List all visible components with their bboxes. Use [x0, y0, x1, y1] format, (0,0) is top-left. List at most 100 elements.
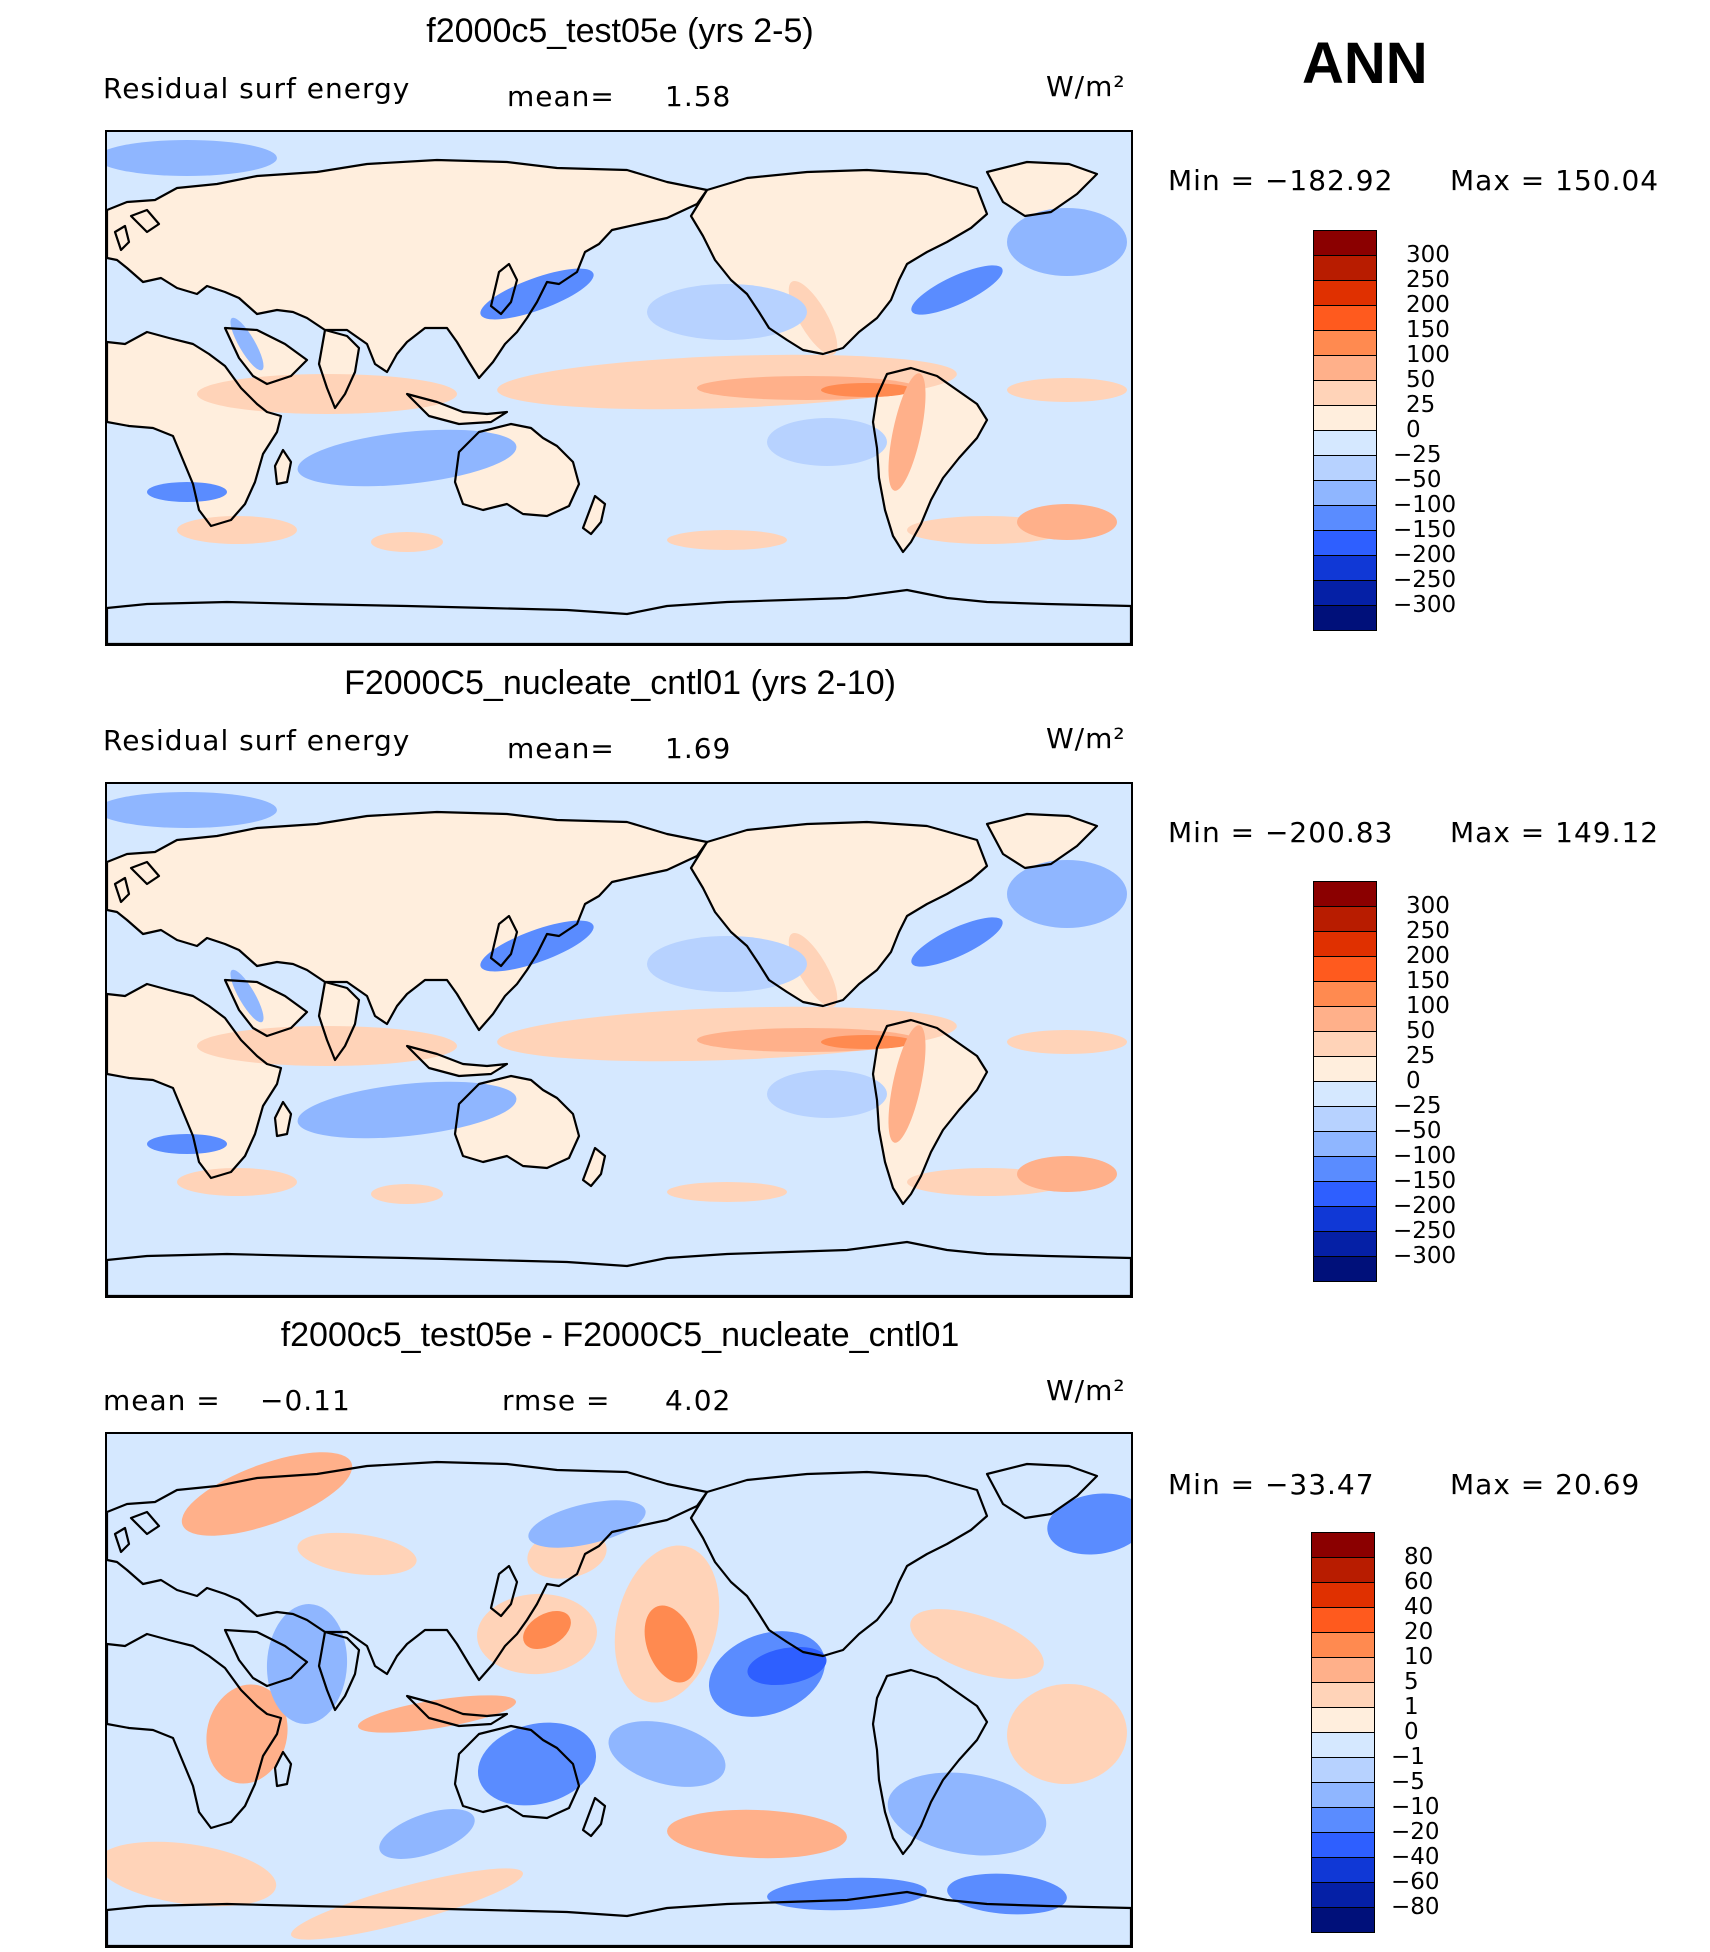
- colorbar-tick-label: 25: [1406, 1043, 1436, 1069]
- southern-warm-1: [177, 516, 297, 544]
- diff-negative-region: [608, 1721, 726, 1787]
- colorbar-swatch: [1313, 931, 1377, 957]
- panel1-max: Max = 150.04: [1450, 164, 1660, 197]
- coastline-nz: [581, 494, 607, 536]
- colorbar-swatch: [1313, 480, 1377, 506]
- colorbar-swatch: [1313, 355, 1377, 381]
- colorbar-swatch: [1313, 580, 1377, 606]
- sub-pac-cold: [767, 1070, 887, 1118]
- tropical-band-atlantic: [1007, 1030, 1127, 1054]
- coastline-indonesia: [405, 1044, 509, 1078]
- colorbar-swatch: [1311, 1757, 1375, 1783]
- land-fill-nz: [583, 496, 605, 534]
- panel2-mean-label: mean=: [507, 732, 615, 765]
- tropical-core-east: [821, 1035, 913, 1049]
- panel3-title: f2000c5_test05e - F2000C5_nucleate_cntl0…: [280, 1316, 960, 1354]
- diff-negative-core: [747, 1646, 827, 1686]
- coastline-australia: [453, 1724, 581, 1820]
- diff-negative-region: [379, 1809, 475, 1859]
- colorbar-swatch: [1313, 1206, 1377, 1232]
- coastline-madagascar: [273, 448, 293, 486]
- coastline-japan: [489, 262, 519, 316]
- colorbar-tick-label: −80: [1391, 1894, 1440, 1920]
- colorbar-tick-label: 300: [1406, 242, 1450, 268]
- tropical-band-indian: [197, 374, 457, 414]
- panel1-map-svg: [107, 132, 1131, 644]
- south-indian-cold: [297, 429, 517, 487]
- calif-coast: [788, 932, 838, 1008]
- colorbar-tick-label: 50: [1406, 367, 1436, 393]
- land-fill-greenland: [987, 814, 1097, 868]
- diff-positive-core: [523, 1611, 571, 1649]
- colorbar-tick-label: −50: [1393, 467, 1442, 493]
- north-pac-cold: [647, 936, 807, 992]
- colorbar-tick-label: −1: [1391, 1744, 1425, 1770]
- coastline-nz: [581, 1146, 607, 1188]
- colorbar-swatch: [1313, 906, 1377, 932]
- panel3-map: [105, 1432, 1133, 1948]
- calif-coast: [788, 280, 838, 356]
- colorbar-tick-label: −250: [1393, 1218, 1457, 1244]
- land-fill-africa: [107, 984, 281, 1178]
- southern-warm-2: [371, 1184, 443, 1204]
- coastline-eurasia: [107, 1460, 709, 1682]
- diff-positive-region: [107, 1841, 277, 1907]
- panel2-variable-label: Residual surf energy: [103, 724, 411, 757]
- coastline-indonesia: [405, 1694, 509, 1728]
- colorbar-swatch: [1311, 1907, 1375, 1933]
- colorbar-tick-label: 150: [1406, 968, 1450, 994]
- coastline-japan: [489, 1564, 519, 1618]
- colorbar-tick-label: −100: [1393, 492, 1457, 518]
- coastline-greenland: [985, 812, 1099, 870]
- diff-positive-region: [1007, 1683, 1127, 1785]
- colorbar-tick-label: 5: [1404, 1669, 1419, 1695]
- north-atl-cold: [1007, 208, 1127, 276]
- colorbar-swatch: [1311, 1632, 1375, 1658]
- colorbar-swatch: [1313, 881, 1377, 907]
- gulfstream-cold: [911, 265, 1003, 315]
- colorbar-swatch: [1313, 455, 1377, 481]
- colorbar-swatch: [1313, 280, 1377, 306]
- coastline-uk: [113, 876, 131, 904]
- diff-positive-core: [644, 1605, 698, 1683]
- colorbar-tick-label: 300: [1406, 893, 1450, 919]
- coastline-australia: [453, 422, 581, 518]
- panel3-rmse-label: rmse =: [502, 1384, 611, 1417]
- coastline-india: [317, 1630, 361, 1712]
- land-fill-europe_islands: [131, 1512, 159, 1534]
- colorbar-swatch: [1313, 605, 1377, 631]
- colorbar-swatch: [1313, 956, 1377, 982]
- colorbar-swatch: [1311, 1807, 1375, 1833]
- south-atlantic-warm: [1017, 504, 1117, 540]
- diff-positive-region: [181, 1452, 353, 1536]
- diff-positive-region: [910, 1609, 1044, 1679]
- colorbar-tick-label: −200: [1393, 542, 1457, 568]
- colorbar-swatch: [1313, 1081, 1377, 1107]
- coastline-namerica: [689, 1470, 989, 1658]
- colorbar-tick-label: 100: [1406, 993, 1450, 1019]
- colorbar-swatch: [1311, 1532, 1375, 1558]
- kuroshio-cold: [480, 920, 594, 972]
- diff-positive-region: [206, 1684, 288, 1784]
- north-pac-cold: [647, 284, 807, 340]
- diff-negative-region: [477, 1722, 597, 1806]
- land-fill-nz: [583, 1148, 605, 1186]
- diff-positive-region: [357, 1695, 517, 1733]
- land-fill-greenland: [987, 162, 1097, 216]
- panel1-map: [105, 130, 1133, 646]
- colorbar-tick-label: 1: [1404, 1694, 1419, 1720]
- coastline-indonesia: [405, 392, 509, 426]
- peru-coast: [888, 373, 926, 491]
- colorbar-swatch: [1313, 1231, 1377, 1257]
- coastline-eurasia: [107, 810, 709, 1032]
- colorbar-swatch: [1313, 530, 1377, 556]
- colorbar-swatch: [1313, 1256, 1377, 1282]
- colorbar-swatch: [1311, 1557, 1375, 1583]
- coastline-africa: [107, 1632, 283, 1830]
- coastline-arabia: [223, 978, 309, 1038]
- diff-positive-region: [290, 1868, 524, 1940]
- colorbar-tick-label: 60: [1404, 1569, 1434, 1595]
- colorbar-tick-label: −150: [1393, 517, 1457, 543]
- colorbar-swatch: [1313, 380, 1377, 406]
- panel3-mean-value: −0.11: [260, 1384, 351, 1417]
